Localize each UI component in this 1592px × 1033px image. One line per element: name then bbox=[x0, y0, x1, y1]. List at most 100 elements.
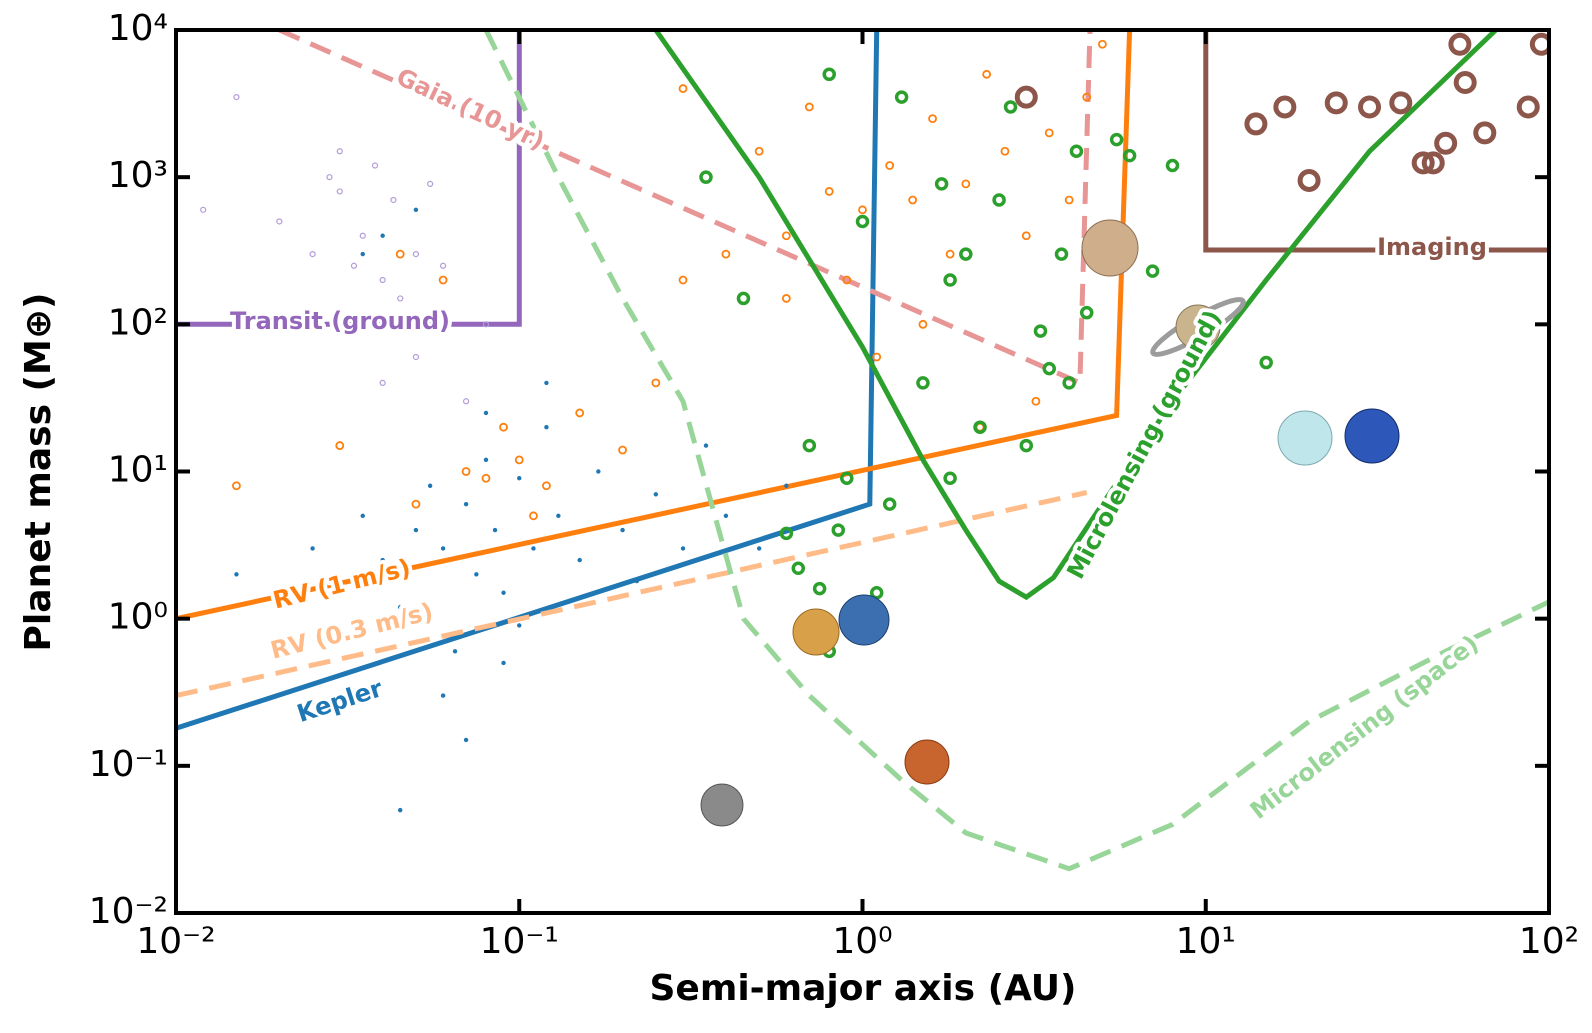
data-point bbox=[1031, 396, 1041, 406]
y-tick-label: 10⁴ bbox=[108, 8, 168, 49]
data-point bbox=[427, 180, 434, 188]
data-point bbox=[1358, 95, 1382, 119]
data-point bbox=[699, 170, 713, 184]
data-point bbox=[483, 410, 489, 416]
data-point bbox=[908, 195, 918, 205]
data-point bbox=[840, 471, 854, 485]
data-point bbox=[517, 476, 522, 481]
points bbox=[200, 32, 1549, 813]
data-point bbox=[1033, 324, 1048, 338]
data-point bbox=[397, 295, 404, 302]
data-point bbox=[1054, 247, 1069, 261]
data-point bbox=[1516, 95, 1540, 119]
data-point bbox=[945, 249, 955, 259]
data-point bbox=[812, 581, 827, 596]
x-tick-label: 10⁻² bbox=[136, 921, 215, 962]
data-point bbox=[380, 233, 385, 238]
data-point bbox=[791, 561, 806, 576]
data-point bbox=[1014, 85, 1038, 109]
data-point bbox=[309, 251, 316, 258]
data-point bbox=[1529, 32, 1549, 56]
data-point bbox=[882, 497, 897, 511]
data-point bbox=[531, 546, 536, 551]
data-point bbox=[427, 483, 433, 488]
data-point bbox=[885, 161, 895, 170]
data-point bbox=[869, 586, 884, 600]
data-point bbox=[234, 572, 239, 577]
data-point bbox=[781, 231, 791, 241]
data-point bbox=[634, 578, 639, 584]
data-point bbox=[1003, 100, 1018, 114]
data-point bbox=[1042, 361, 1057, 376]
data-point bbox=[651, 378, 661, 388]
data-point bbox=[781, 294, 791, 303]
data-point bbox=[831, 523, 846, 537]
data-point bbox=[1453, 70, 1477, 94]
data-point bbox=[337, 630, 342, 636]
data-point bbox=[492, 527, 498, 533]
data-point bbox=[390, 196, 397, 204]
data-point bbox=[618, 445, 627, 455]
data-point bbox=[1421, 151, 1445, 175]
x-tick-label: 10⁻¹ bbox=[480, 921, 559, 962]
data-point bbox=[438, 275, 448, 285]
data-point bbox=[483, 457, 489, 463]
y-tick-label: 10² bbox=[108, 302, 168, 343]
data-point bbox=[973, 420, 987, 434]
data-point bbox=[824, 187, 834, 196]
data-point bbox=[1000, 146, 1010, 156]
data-point bbox=[335, 441, 345, 450]
data-point bbox=[1434, 131, 1458, 155]
curve-label: RV (1 m/s) bbox=[270, 553, 413, 614]
axes: 10⁻² 10⁻¹ 10⁰ 10¹ 10² 10⁻² 10⁻¹ 10⁰ 10¹ 10² 10³ 10⁴ bbox=[89, 8, 1579, 962]
data-point bbox=[802, 438, 817, 453]
planet-earth bbox=[838, 594, 890, 646]
data-point bbox=[1079, 305, 1094, 320]
data-point bbox=[529, 511, 538, 521]
data-point bbox=[779, 526, 794, 541]
planet-venus bbox=[792, 608, 840, 656]
x-tick-label: 10² bbox=[1519, 921, 1579, 962]
data-point bbox=[855, 214, 870, 229]
data-point bbox=[754, 146, 764, 156]
data-point bbox=[894, 90, 909, 104]
data-point bbox=[462, 398, 470, 405]
data-point bbox=[542, 481, 551, 491]
data-point bbox=[413, 207, 419, 213]
data-point bbox=[474, 572, 479, 577]
data-point bbox=[1324, 91, 1348, 115]
data-point bbox=[1062, 376, 1076, 390]
data-point bbox=[678, 84, 688, 93]
y-tick-label: 10⁻¹ bbox=[89, 744, 168, 785]
curve-label: Imaging bbox=[1377, 233, 1487, 261]
data-point bbox=[501, 660, 506, 666]
data-point bbox=[1069, 144, 1084, 159]
data-point bbox=[1389, 91, 1413, 115]
data-point bbox=[371, 162, 379, 169]
planet-uranus bbox=[1277, 410, 1333, 466]
data-point bbox=[1473, 121, 1497, 145]
sensitivity-curve bbox=[278, 30, 1093, 387]
data-point bbox=[395, 249, 405, 259]
data-point bbox=[678, 275, 688, 285]
data-point bbox=[943, 273, 957, 287]
data-point bbox=[556, 513, 561, 519]
curve-label: Transit (ground) bbox=[230, 307, 450, 335]
data-point bbox=[1165, 158, 1180, 173]
data-point bbox=[517, 623, 522, 628]
data-point bbox=[440, 262, 447, 269]
data-point bbox=[1098, 39, 1107, 49]
data-point bbox=[398, 807, 403, 813]
data-point bbox=[276, 218, 283, 225]
data-point bbox=[620, 527, 625, 533]
y-tick-label: 10³ bbox=[108, 155, 168, 196]
data-point bbox=[653, 492, 659, 497]
planet-saturn bbox=[1175, 304, 1221, 350]
solar-system-planets bbox=[700, 219, 1400, 827]
curve-label: Microlensing (space) bbox=[1245, 630, 1484, 825]
data-point bbox=[379, 379, 386, 386]
data-point bbox=[842, 275, 852, 285]
sensitivity-curve bbox=[176, 30, 522, 327]
